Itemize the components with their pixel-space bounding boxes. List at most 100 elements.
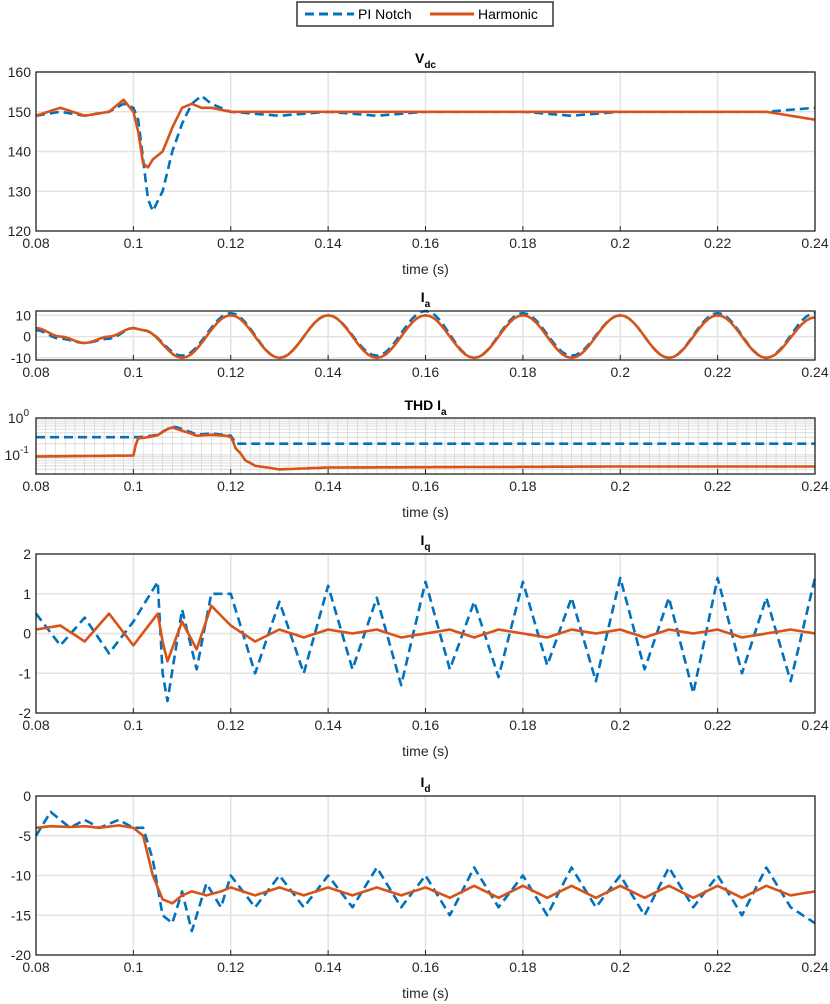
- chart-title: Id: [421, 774, 431, 795]
- y-tick-label: 0: [23, 329, 31, 345]
- y-tick-label: -2: [19, 705, 32, 721]
- y-tick-label: 0: [23, 626, 31, 642]
- y-tick-label: 100: [8, 408, 30, 426]
- x-tick-label: 0.24: [801, 717, 828, 733]
- chart-iq: 0.08 0.1 0.12 0.14 0.16 0.18 0.2 0.22 0.24 -2 -1 0 1…: [19, 532, 829, 759]
- x-tick-label: 0.1: [124, 478, 144, 494]
- chart-title-main: I: [421, 289, 425, 305]
- x-tick-label: 0.12: [217, 364, 244, 380]
- chart-title-main: V: [415, 50, 425, 66]
- y-tick-exponent: 0: [23, 408, 29, 419]
- y-tick-label: -10: [11, 350, 31, 366]
- chart-title-subscript: d: [424, 784, 430, 795]
- x-tick-label: 0.18: [509, 478, 536, 494]
- chart-title: Iq: [421, 532, 431, 553]
- x-tick-label: 0.2: [611, 364, 631, 380]
- x-tick-label: 0.12: [217, 235, 244, 251]
- x-tick-label: 0.08: [22, 959, 49, 975]
- x-tick-label: 0.22: [704, 959, 731, 975]
- y-tick-label: -15: [11, 907, 31, 923]
- x-tick-label: 0.1: [124, 364, 144, 380]
- x-tick-label: 0.18: [509, 235, 536, 251]
- chart-vdc: 0.08 0.1 0.12 0.14 0.16 0.18 0.2 0.22 0.24 120 130…: [8, 50, 829, 277]
- y-tick-exponent: -1: [20, 445, 29, 456]
- x-tick-label: 0.16: [412, 478, 439, 494]
- series-line-harmonic: [35, 824, 816, 905]
- x-tick-label: 0.12: [217, 717, 244, 733]
- x-axis-label: time (s): [402, 504, 449, 520]
- x-tick-label: 0.1: [124, 235, 144, 251]
- x-tick-label: 0.08: [22, 717, 49, 733]
- x-tick-label: 0.16: [412, 959, 439, 975]
- x-tick-label: 0.1: [124, 959, 144, 975]
- legend-label-harmonic: Harmonic: [478, 6, 538, 22]
- x-tick-label: 0.22: [704, 364, 731, 380]
- y-tick-label: -10: [11, 868, 31, 884]
- chart-title-main: THD I: [404, 397, 441, 413]
- y-tick-label: 10-1: [5, 445, 30, 463]
- y-tick-label: 160: [8, 64, 32, 80]
- y-tick-label: 0: [23, 788, 31, 804]
- x-tick-label: 0.16: [412, 364, 439, 380]
- chart-thd: 0.08 0.1 0.12 0.14 0.16 0.18 0.2 0.22 0.2410010-…: [5, 397, 829, 520]
- x-tick-label: 0.14: [315, 717, 342, 733]
- x-tick-label: 0.24: [801, 959, 828, 975]
- y-tick-label: 2: [23, 546, 31, 562]
- y-tick-label: 1: [23, 586, 31, 602]
- x-tick-label: 0.12: [217, 478, 244, 494]
- y-tick-label: 130: [8, 183, 32, 199]
- series-line-harmonic: [35, 426, 815, 471]
- series-line-pi-notch: [34, 810, 816, 933]
- chart-title-main: I: [421, 532, 425, 548]
- chart-title: Ia: [421, 289, 431, 310]
- x-tick-label: 0.22: [704, 235, 731, 251]
- chart-title-main: I: [421, 774, 425, 790]
- y-tick-label: -5: [19, 828, 32, 844]
- x-axis-label: time (s): [402, 985, 449, 1001]
- x-tick-label: 0.24: [801, 478, 828, 494]
- y-tick-label: -1: [19, 665, 32, 681]
- y-tick-label: 120: [8, 223, 32, 239]
- y-tick-base: 10: [8, 410, 24, 426]
- x-tick-label: 0.24: [801, 364, 828, 380]
- x-tick-label: 0.18: [509, 959, 536, 975]
- x-tick-label: 0.22: [704, 717, 731, 733]
- series-line-harmonic: [35, 604, 816, 663]
- x-tick-label: 0.14: [315, 959, 342, 975]
- chart-title-subscript: dc: [424, 60, 436, 71]
- y-tick-label: -20: [11, 947, 31, 963]
- x-tick-label: 0.14: [315, 235, 342, 251]
- x-axis-label: time (s): [402, 261, 449, 277]
- chart-title: Vdc: [415, 50, 436, 71]
- x-tick-label: 0.2: [611, 717, 631, 733]
- x-tick-label: 0.08: [22, 478, 49, 494]
- x-tick-label: 0.12: [217, 959, 244, 975]
- legend: PI Notch Harmonic: [296, 1, 554, 27]
- y-tick-base: 10: [5, 447, 21, 463]
- x-tick-label: 0.24: [801, 235, 828, 251]
- x-tick-label: 0.1: [124, 717, 144, 733]
- x-tick-label: 0.14: [315, 364, 342, 380]
- chart-title: THD Ia: [404, 397, 447, 418]
- legend-label-pi-notch: PI Notch: [358, 6, 412, 22]
- series-line-harmonic: [35, 313, 816, 360]
- x-tick-label: 0.18: [509, 717, 536, 733]
- y-tick-label: 150: [8, 104, 32, 120]
- y-tick-label: 140: [8, 144, 32, 160]
- chart-title-subscript: q: [424, 542, 430, 553]
- chart-title-subscript: a: [425, 299, 431, 310]
- chart-id: 0.08 0.1 0.12 0.14 0.16 0.18 0.2 0.22 0.24 -20 -15…: [11, 774, 829, 1001]
- x-tick-label: 0.22: [704, 478, 731, 494]
- series-line-harmonic: [35, 98, 816, 169]
- x-axis-label: time (s): [402, 743, 449, 759]
- chart-ia: 0.08 0.1 0.12 0.14 0.16 0.18 0.2 0.22 0.24 -10 0 10…: [11, 289, 829, 380]
- x-tick-label: 0.08: [22, 235, 49, 251]
- chart-title-subscript: a: [441, 407, 447, 418]
- y-tick-label: 10: [15, 307, 31, 323]
- x-tick-label: 0.2: [611, 959, 631, 975]
- x-tick-label: 0.2: [611, 235, 631, 251]
- x-tick-label: 0.08: [22, 364, 49, 380]
- x-tick-label: 0.16: [412, 235, 439, 251]
- x-tick-label: 0.2: [611, 478, 631, 494]
